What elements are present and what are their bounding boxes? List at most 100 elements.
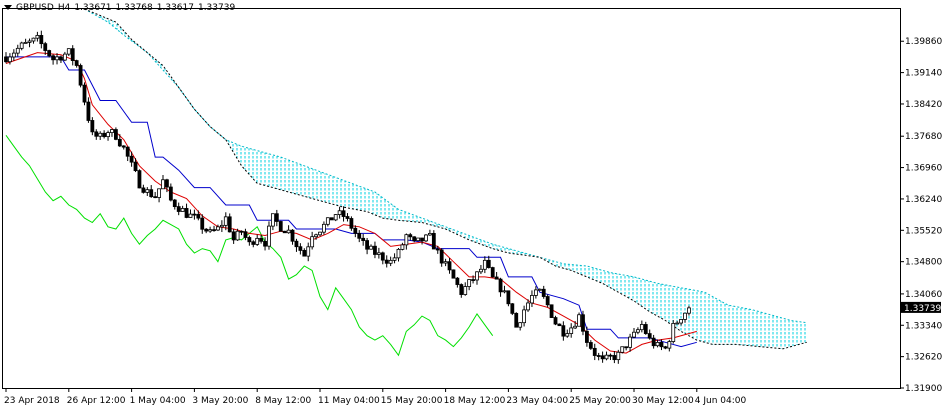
candle xyxy=(180,205,185,212)
candle-body xyxy=(380,252,385,261)
candle xyxy=(251,240,256,248)
candle-body xyxy=(588,342,593,349)
candle xyxy=(165,178,169,193)
y-tick-label: 1.34060 xyxy=(905,290,942,300)
candle xyxy=(188,209,193,218)
candle-body xyxy=(90,120,95,133)
candle xyxy=(510,303,515,316)
candle xyxy=(66,48,71,57)
candle-body xyxy=(11,52,16,58)
candle xyxy=(628,333,632,352)
candle-body xyxy=(51,55,55,61)
dropdown-triangle-icon[interactable] xyxy=(4,5,12,10)
candle xyxy=(86,97,91,123)
candle-body xyxy=(573,325,578,329)
candle-body xyxy=(651,337,656,347)
candle xyxy=(310,231,315,250)
candle xyxy=(475,271,479,285)
candle xyxy=(675,320,680,325)
chart-header: GBPUSD H4 1.33671 1.33768 1.33617 1.33739 xyxy=(4,3,239,13)
time-axis: 23 Apr 2018 26 Apr 12:00 1 May 04:00 3 May … xyxy=(4,388,747,406)
candle xyxy=(341,206,346,222)
candle-body xyxy=(102,132,107,138)
candle xyxy=(651,334,656,349)
candle xyxy=(494,271,499,280)
candle-body xyxy=(78,65,83,86)
x-tick-label: 23 May 04:00 xyxy=(506,396,568,406)
candle-body xyxy=(243,231,248,238)
candle xyxy=(223,212,228,231)
candle xyxy=(530,290,534,307)
candle-body xyxy=(192,213,197,216)
candle-body xyxy=(133,161,138,172)
y-tick-label: 1.32620 xyxy=(905,353,942,363)
candle xyxy=(573,321,578,330)
candle-body xyxy=(314,234,318,238)
candle-body xyxy=(416,237,421,242)
candle-body xyxy=(274,213,279,222)
candle xyxy=(325,217,330,227)
candle xyxy=(114,127,118,141)
candle-body xyxy=(565,333,570,337)
candle-body xyxy=(31,37,36,42)
candle-body xyxy=(427,233,432,236)
candle-body xyxy=(577,314,581,327)
candle-body xyxy=(70,48,75,61)
candle xyxy=(687,305,691,316)
candle-body xyxy=(149,189,154,198)
candle-body xyxy=(235,230,240,241)
candle xyxy=(176,202,181,216)
candle xyxy=(172,198,177,210)
candle-body xyxy=(349,218,354,229)
candle-body xyxy=(435,248,440,251)
low-value: 1.33617 xyxy=(156,3,194,13)
cloud-fill xyxy=(84,9,807,349)
candle-body xyxy=(345,216,350,219)
candle xyxy=(384,255,389,268)
candle xyxy=(125,146,130,162)
candle xyxy=(585,326,589,347)
candle-body xyxy=(310,236,315,248)
candle xyxy=(549,304,554,318)
candle xyxy=(184,203,189,219)
candle-body xyxy=(530,295,534,304)
candle-body xyxy=(282,230,287,234)
candle-body xyxy=(408,234,413,238)
current-price-tag xyxy=(901,301,941,313)
candle-body xyxy=(259,237,264,242)
candle xyxy=(600,351,605,363)
candle-body xyxy=(404,234,409,246)
candle-body xyxy=(19,42,24,49)
candle-body xyxy=(204,228,209,232)
candle-body xyxy=(39,35,44,45)
candle-body xyxy=(110,129,114,134)
candle-body xyxy=(392,257,397,261)
candle-body xyxy=(278,221,283,232)
candle-body xyxy=(671,323,676,342)
candle-body xyxy=(514,312,519,328)
candle xyxy=(157,188,161,203)
candle xyxy=(141,184,146,194)
candle-body xyxy=(655,342,660,347)
candle-body xyxy=(23,42,28,44)
candle xyxy=(506,290,511,307)
candle-body xyxy=(459,284,464,295)
candle xyxy=(298,243,303,255)
candle-body xyxy=(475,271,479,281)
candlesticks xyxy=(4,30,691,364)
candle-body xyxy=(94,131,99,137)
candle-body xyxy=(255,237,260,245)
candle xyxy=(522,305,526,327)
high-value: 1.33768 xyxy=(115,3,153,13)
candle xyxy=(133,158,138,173)
candle xyxy=(679,319,683,326)
candle-body xyxy=(43,43,48,51)
candle-body xyxy=(15,47,20,54)
candle-body xyxy=(302,250,307,257)
candle xyxy=(565,329,570,338)
candle xyxy=(204,228,209,234)
candle xyxy=(388,256,393,267)
candle xyxy=(486,255,491,269)
